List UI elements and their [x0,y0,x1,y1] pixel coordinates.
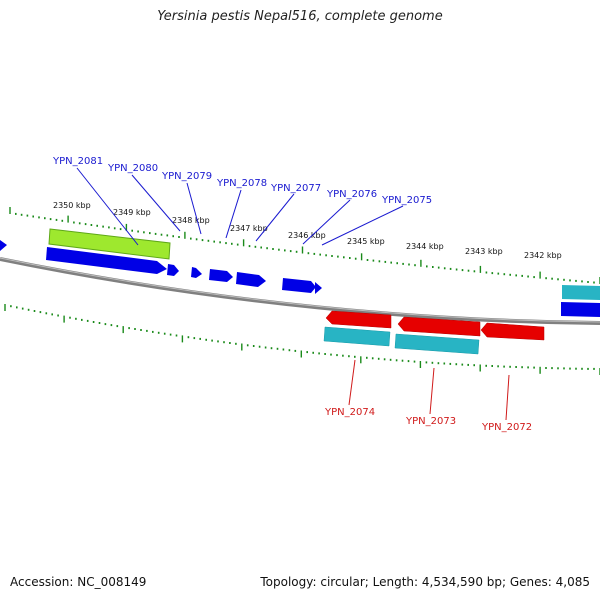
genome-backbone-shine [0,257,600,323]
forward-cds-arrow[interactable] [0,240,7,251]
inner-tick-track [4,304,600,375]
gene-label-ypn-2079[interactable]: YPN_2079 [161,171,212,182]
scale-label: 2349 kbp [113,208,151,217]
gene-label-ypn-2072[interactable]: YPN_2072 [481,422,532,433]
gene-label-ypn-2081[interactable]: YPN_2081 [52,156,103,167]
rna-feature[interactable] [323,326,391,347]
scale-label: 2344 kbp [406,242,444,251]
forward-leader-lines [76,167,404,246]
gene-label-ypn-2080[interactable]: YPN_2080 [107,163,158,174]
scale-label: 2342 kbp [524,251,562,260]
forward-cds-arrow[interactable] [236,272,266,287]
forward-cds-arrow[interactable] [282,278,316,293]
gene-label-ypn-2077[interactable]: YPN_2077 [270,183,321,194]
reverse-leader-lines [348,359,510,421]
forward-cds-arrow[interactable] [315,282,322,294]
gene-label-ypn-2074[interactable]: YPN_2074 [324,407,375,418]
scale-label: 2343 kbp [465,247,503,256]
forward-feature-highlight[interactable] [48,228,171,260]
scale-label: 2348 kbp [172,216,210,225]
rna-feature[interactable] [562,285,600,300]
gene-label-ypn-2076[interactable]: YPN_2076 [326,189,377,200]
genome-summary-text: Topology: circular; Length: 4,534,590 bp… [260,575,590,589]
scale-label: 2347 kbp [230,224,268,233]
forward-cds-arrow[interactable] [209,269,233,282]
scale-label: 2345 kbp [347,237,385,246]
forward-cds-arrow[interactable] [46,247,167,274]
gene-label-ypn-2078[interactable]: YPN_2078 [216,178,267,189]
accession-text: Accession: NC_008149 [10,575,147,589]
forward-cds-arrow[interactable] [167,264,179,276]
reverse-cds-arrow[interactable] [397,316,481,337]
scale-labels: 2350 kbp 2349 kbp 2348 kbp 2347 kbp 2346… [53,201,562,260]
forward-cds-arrow[interactable] [561,302,600,317]
reverse-gene-labels: YPN_2074 YPN_2073 YPN_2072 [324,407,532,433]
reverse-cds-arrow[interactable] [325,310,392,329]
scale-label: 2350 kbp [53,201,91,210]
rna-feature[interactable] [394,333,480,355]
genome-backbone [0,257,600,325]
outer-tick-track [9,207,600,284]
reverse-cds-arrow[interactable] [480,322,545,341]
gene-label-ypn-2075[interactable]: YPN_2075 [381,195,432,206]
forward-cds-arrow[interactable] [191,267,202,278]
scale-label: 2346 kbp [288,231,326,240]
forward-gene-labels: YPN_2081 YPN_2080 YPN_2079 YPN_2078 YPN_… [52,156,432,206]
gene-label-ypn-2073[interactable]: YPN_2073 [405,416,456,427]
map-title: Yersinia pestis Nepal516, complete genom… [157,9,443,24]
